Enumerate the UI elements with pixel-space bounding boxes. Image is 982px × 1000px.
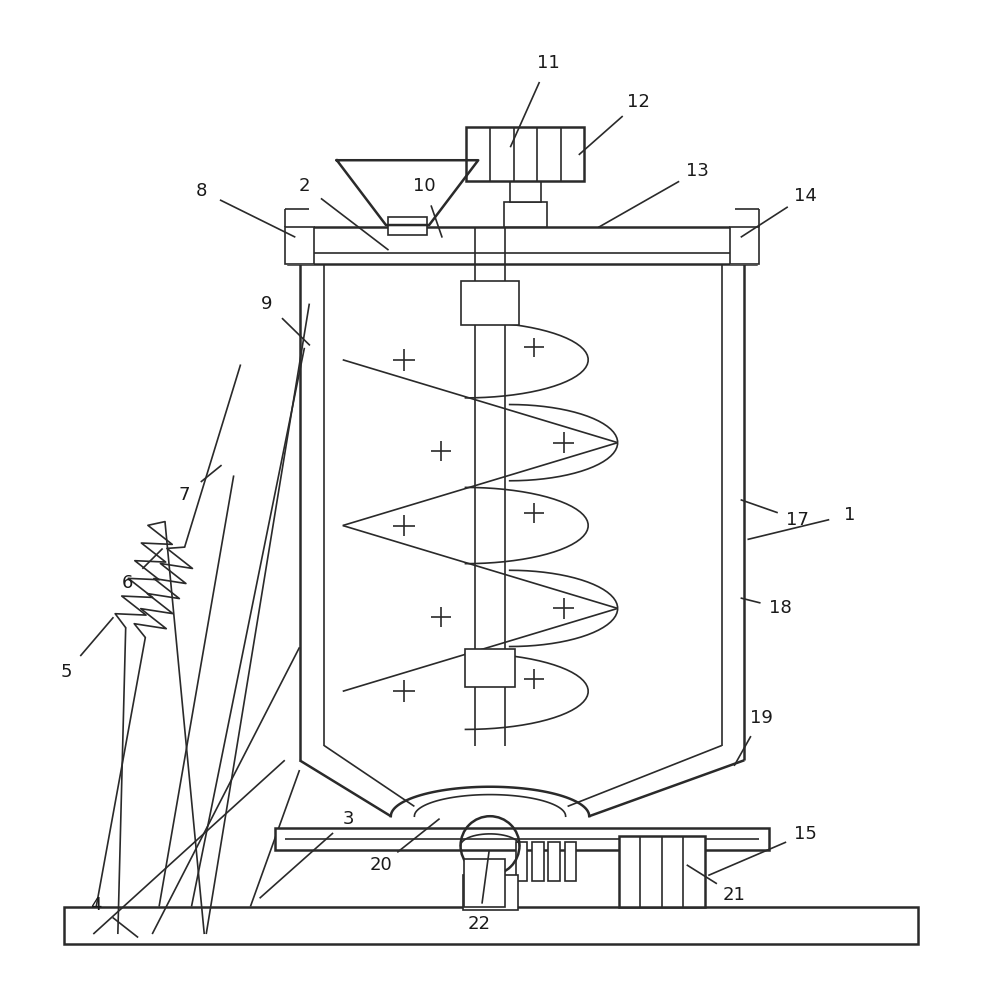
Bar [730,218,759,265]
Bar [275,828,769,850]
Bar [285,218,314,265]
Text: 14: 14 [793,187,817,205]
Text: 6: 6 [122,574,134,592]
Text: 22: 22 [467,915,491,933]
Text: 1: 1 [844,506,855,524]
Bar [464,859,505,907]
Text: 15: 15 [793,825,817,843]
Polygon shape [337,160,478,225]
Bar [388,217,427,235]
Text: 11: 11 [536,54,560,72]
Bar [64,907,918,944]
Text: 12: 12 [627,93,650,111]
Bar [461,281,519,325]
Text: 3: 3 [343,810,355,828]
Text: 9: 9 [261,295,273,313]
Bar [510,181,541,202]
Bar [504,202,547,227]
Bar [565,842,576,881]
Bar [730,227,759,264]
Bar [532,842,544,881]
Bar [463,875,518,910]
Text: 19: 19 [749,709,773,727]
Bar [548,842,560,881]
Text: 18: 18 [769,599,792,617]
Bar [466,127,584,181]
Bar [288,227,756,264]
Text: 2: 2 [299,177,310,195]
Text: 4: 4 [90,896,102,914]
Text: 17: 17 [786,511,809,529]
Text: 21: 21 [723,886,746,904]
Text: 7: 7 [179,486,191,504]
Bar [465,649,515,687]
Bar [619,836,705,907]
Text: 8: 8 [195,182,207,200]
Text: 10: 10 [412,177,436,195]
Text: 13: 13 [685,162,709,180]
Bar [285,227,314,264]
Text: 5: 5 [61,663,73,681]
Bar [516,842,527,881]
Text: 20: 20 [369,856,393,874]
